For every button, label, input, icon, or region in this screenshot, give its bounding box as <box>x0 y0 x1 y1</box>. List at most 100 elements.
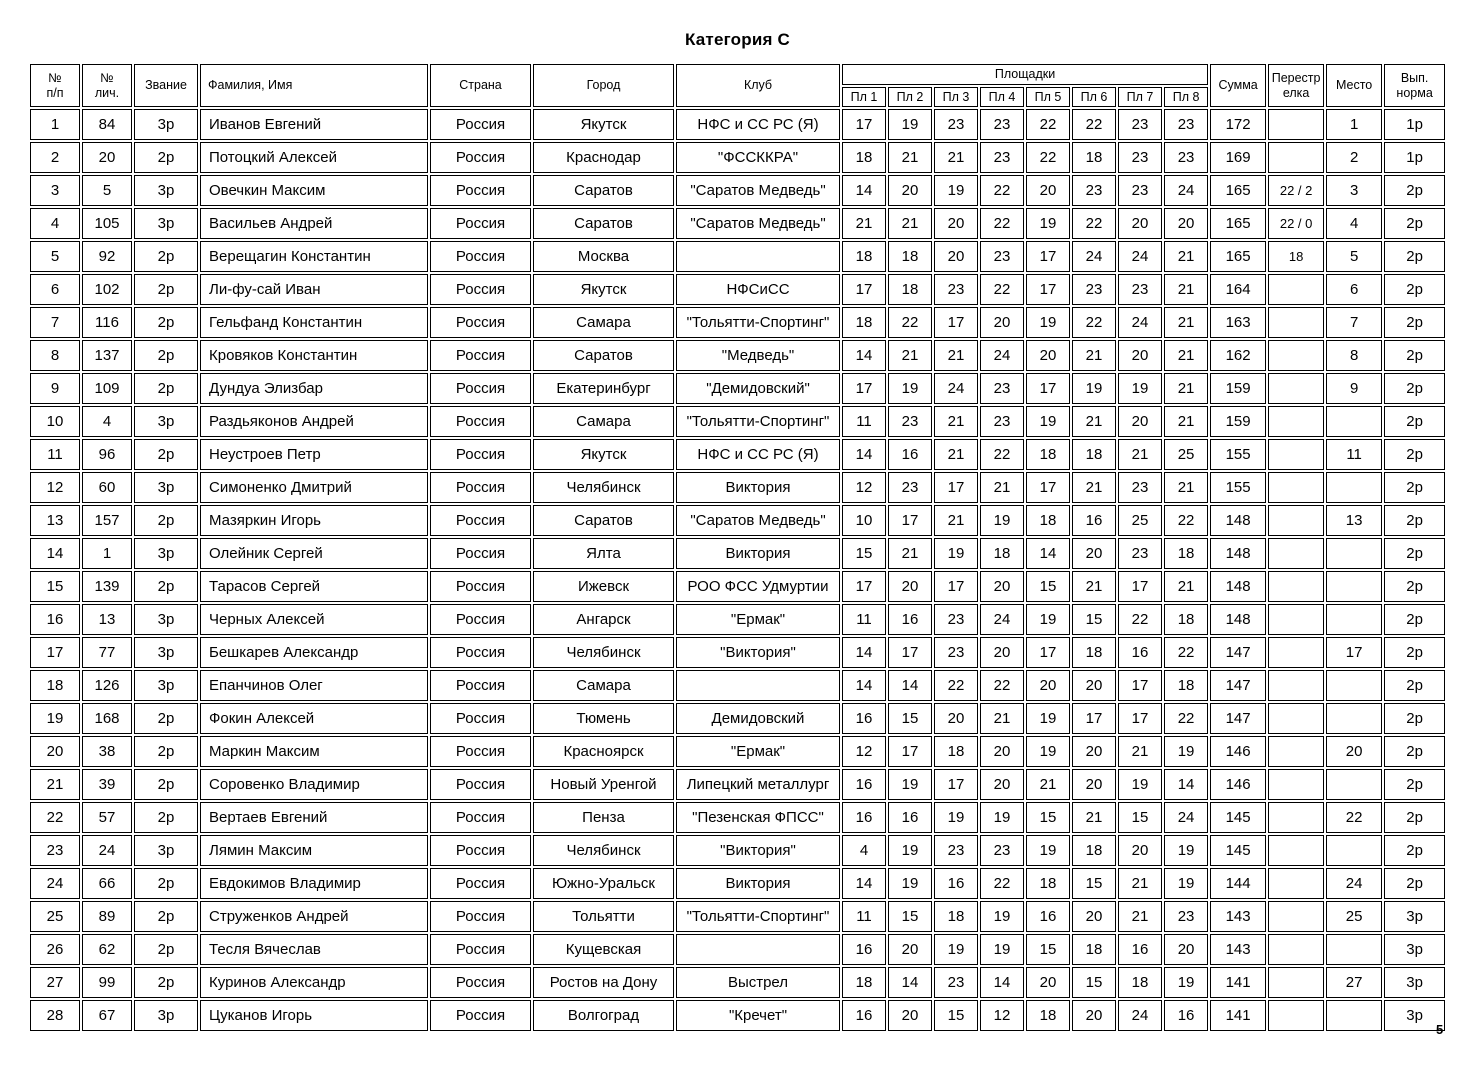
cell-norm: 2р <box>1384 637 1446 668</box>
cell-norm: 2р <box>1384 538 1446 569</box>
cell-name: Иванов Евгений <box>200 109 428 140</box>
cell-npp: 8 <box>30 340 80 371</box>
cell-rank: 2р <box>134 901 198 932</box>
cell-country: Россия <box>430 307 531 338</box>
cell-score-platform-4: 12 <box>980 1000 1024 1031</box>
cell-city: Волгоград <box>533 1000 674 1031</box>
cell-norm: 2р <box>1384 868 1446 899</box>
cell-sum: 148 <box>1210 538 1267 569</box>
cell-place: 1 <box>1326 109 1383 140</box>
cell-score-platform-5: 18 <box>1026 1000 1070 1031</box>
cell-score-platform-3: 18 <box>934 736 978 767</box>
cell-score-platform-5: 18 <box>1026 505 1070 536</box>
cell-score-platform-2: 19 <box>888 868 932 899</box>
cell-score-platform-6: 20 <box>1072 670 1116 701</box>
cell-name: Олейник Сергей <box>200 538 428 569</box>
cell-score-platform-3: 24 <box>934 373 978 404</box>
cell-score-platform-6: 21 <box>1072 406 1116 437</box>
cell-score-platform-1: 16 <box>842 1000 886 1031</box>
cell-score-platform-8: 21 <box>1164 241 1209 272</box>
cell-score-platform-5: 19 <box>1026 835 1070 866</box>
cell-score-platform-3: 17 <box>934 307 978 338</box>
cell-rank: 2р <box>134 802 198 833</box>
cell-personal-number: 84 <box>82 109 132 140</box>
cell-score-platform-1: 16 <box>842 769 886 800</box>
cell-country: Россия <box>430 901 531 932</box>
cell-score-platform-7: 17 <box>1118 670 1162 701</box>
cell-shootoff <box>1268 736 1325 767</box>
cell-score-platform-8: 22 <box>1164 505 1209 536</box>
cell-npp: 24 <box>30 868 80 899</box>
cell-rank: 3р <box>134 1000 198 1031</box>
cell-club: РОО ФСС Удмуртии <box>676 571 840 602</box>
cell-name: Епанчинов Олег <box>200 670 428 701</box>
cell-score-platform-1: 18 <box>842 967 886 998</box>
cell-city: Москва <box>533 241 674 272</box>
cell-country: Россия <box>430 934 531 965</box>
cell-npp: 7 <box>30 307 80 338</box>
cell-score-platform-6: 23 <box>1072 274 1116 305</box>
cell-score-platform-4: 14 <box>980 967 1024 998</box>
cell-score-platform-5: 20 <box>1026 670 1070 701</box>
cell-score-platform-6: 17 <box>1072 703 1116 734</box>
cell-city: Пенза <box>533 802 674 833</box>
cell-rank: 2р <box>134 340 198 371</box>
cell-score-platform-4: 23 <box>980 406 1024 437</box>
cell-club: Выстрел <box>676 967 840 998</box>
cell-rank: 2р <box>134 439 198 470</box>
cell-score-platform-2: 15 <box>888 703 932 734</box>
cell-country: Россия <box>430 868 531 899</box>
cell-score-platform-4: 20 <box>980 571 1024 602</box>
cell-score-platform-3: 23 <box>934 274 978 305</box>
cell-score-platform-7: 20 <box>1118 835 1162 866</box>
cell-shootoff <box>1268 373 1325 404</box>
cell-rank: 2р <box>134 967 198 998</box>
cell-shootoff <box>1268 967 1325 998</box>
cell-score-platform-8: 23 <box>1164 142 1209 173</box>
cell-score-platform-4: 19 <box>980 901 1024 932</box>
cell-city: Якутск <box>533 274 674 305</box>
cell-score-platform-5: 19 <box>1026 604 1070 635</box>
cell-npp: 9 <box>30 373 80 404</box>
cell-npp: 23 <box>30 835 80 866</box>
cell-club: "Ермак" <box>676 736 840 767</box>
column-header-platform-2: Пл 2 <box>888 87 932 107</box>
cell-city: Южно-Уральск <box>533 868 674 899</box>
cell-score-platform-1: 17 <box>842 571 886 602</box>
cell-score-platform-6: 22 <box>1072 109 1116 140</box>
table-row: 4 105 3р Васильев Андрей Россия Саратов "Сарат… <box>30 208 1446 239</box>
cell-score-platform-4: 19 <box>980 934 1024 965</box>
cell-name: Лямин Максим <box>200 835 428 866</box>
cell-norm: 2р <box>1384 340 1446 371</box>
cell-norm: 2р <box>1384 571 1446 602</box>
cell-norm: 1р <box>1384 142 1446 173</box>
cell-shootoff <box>1268 703 1325 734</box>
column-header-sum: Сумма <box>1210 64 1267 107</box>
cell-score-platform-2: 16 <box>888 802 932 833</box>
cell-place: 4 <box>1326 208 1383 239</box>
cell-score-platform-3: 19 <box>934 538 978 569</box>
cell-name: Маркин Максим <box>200 736 428 767</box>
cell-score-platform-7: 18 <box>1118 967 1162 998</box>
cell-country: Россия <box>430 406 531 437</box>
cell-score-platform-2: 22 <box>888 307 932 338</box>
cell-score-platform-2: 15 <box>888 901 932 932</box>
cell-score-platform-4: 22 <box>980 670 1024 701</box>
cell-sum: 159 <box>1210 373 1267 404</box>
table-body: 1 84 3р Иванов Евгений Россия Якутск НФС и СС … <box>30 109 1446 1031</box>
cell-personal-number: 92 <box>82 241 132 272</box>
cell-score-platform-6: 18 <box>1072 835 1116 866</box>
column-header-rank: Звание <box>134 64 198 107</box>
column-header-platform-7: Пл 7 <box>1118 87 1162 107</box>
cell-country: Россия <box>430 769 531 800</box>
cell-score-platform-6: 15 <box>1072 604 1116 635</box>
cell-city: Самара <box>533 670 674 701</box>
cell-sum: 143 <box>1210 901 1267 932</box>
cell-score-platform-7: 21 <box>1118 901 1162 932</box>
cell-place <box>1326 934 1383 965</box>
cell-club: "Демидовский" <box>676 373 840 404</box>
table-row: 23 24 3р Лямин Максим Россия Челябинск "Виктор… <box>30 835 1446 866</box>
cell-club: Демидовский <box>676 703 840 734</box>
cell-score-platform-7: 23 <box>1118 175 1162 206</box>
cell-city: Саратов <box>533 505 674 536</box>
